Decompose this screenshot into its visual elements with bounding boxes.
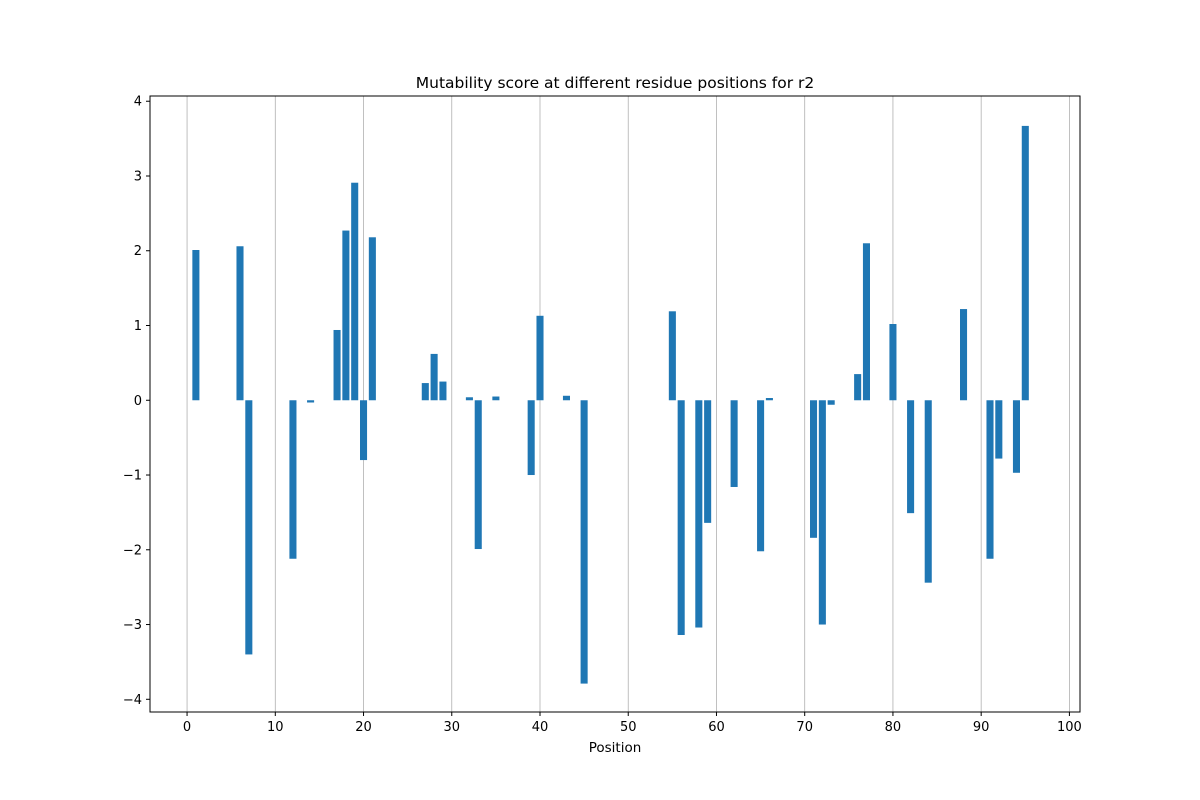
bar-pos-82	[907, 400, 915, 514]
bar-pos-12	[289, 400, 297, 559]
bar-pos-35	[492, 396, 500, 401]
x-tick-label-0: 0	[183, 720, 191, 735]
bar-pos-19	[351, 182, 359, 401]
bar-pos-62	[730, 400, 738, 487]
x-tick-label-3: 30	[443, 720, 460, 735]
x-tick-label-7: 70	[796, 720, 813, 735]
x-tick-label-10: 100	[1057, 720, 1082, 735]
bar-pos-33	[474, 400, 482, 550]
x-tick-label-6: 60	[708, 720, 725, 735]
y-axis-ticks: −4 −3 −2 −1 0 1 2 3 4	[123, 95, 150, 708]
grid-lines	[186, 96, 1070, 712]
y-tick-label-1: −3	[123, 618, 142, 633]
bar-pos-43	[562, 395, 570, 401]
x-tick-label-5: 50	[620, 720, 637, 735]
bars	[192, 125, 1029, 684]
bar-pos-65	[757, 400, 765, 552]
x-tick-label-9: 90	[973, 720, 990, 735]
x-tick-label-4: 40	[532, 720, 549, 735]
bar-pos-28	[430, 353, 438, 401]
bar-pos-72	[818, 400, 826, 625]
bar-pos-91	[986, 400, 994, 559]
bar-pos-32	[465, 397, 473, 401]
bar-pos-27	[421, 383, 429, 401]
bar-pos-84	[924, 400, 932, 583]
y-tick-label-8: 4	[134, 95, 142, 110]
bar-pos-29	[439, 381, 447, 401]
bar-pos-71	[810, 400, 818, 538]
bar-pos-77	[862, 243, 870, 401]
bar-pos-73	[827, 400, 835, 405]
y-tick-label-4: 0	[134, 394, 142, 409]
bar-pos-40	[536, 315, 544, 401]
bar-pos-56	[677, 400, 685, 635]
bar-pos-59	[704, 400, 712, 523]
bar-pos-94	[1012, 400, 1020, 473]
bar-pos-66	[765, 398, 773, 401]
bar-pos-80	[889, 324, 897, 401]
bar-pos-76	[854, 374, 862, 401]
y-tick-label-5: 1	[134, 319, 142, 334]
y-tick-label-0: −4	[123, 693, 142, 708]
bar-pos-92	[995, 400, 1003, 459]
x-tick-label-8: 80	[885, 720, 902, 735]
y-tick-label-2: −2	[123, 543, 142, 558]
bar-pos-1	[192, 250, 200, 401]
y-tick-label-6: 2	[134, 244, 142, 259]
x-axis-ticks: 0 10 20 30 40 50 60 70 80 90 100	[183, 712, 1082, 735]
chart-title: Mutability score at different residue po…	[416, 74, 815, 92]
bar-pos-7	[245, 400, 253, 655]
bar-pos-21	[368, 237, 376, 401]
bar-pos-95	[1021, 125, 1029, 401]
x-tick-label-1: 10	[267, 720, 284, 735]
x-tick-label-2: 20	[355, 720, 372, 735]
bar-pos-45	[580, 400, 588, 684]
y-tick-label-3: −1	[123, 469, 142, 484]
bar-pos-20	[360, 400, 368, 461]
x-axis-label: Position	[589, 740, 642, 756]
bar-pos-58	[695, 400, 703, 628]
bar-pos-39	[527, 400, 535, 476]
bar-pos-6	[236, 246, 244, 401]
bar-pos-55	[668, 311, 676, 401]
plot-area-frame	[149, 95, 1081, 713]
bar-pos-18	[342, 230, 350, 401]
bar-pos-88	[960, 309, 968, 401]
y-tick-label-7: 3	[134, 169, 142, 184]
bar-pos-17	[333, 329, 341, 401]
bar-pos-14	[307, 400, 315, 403]
